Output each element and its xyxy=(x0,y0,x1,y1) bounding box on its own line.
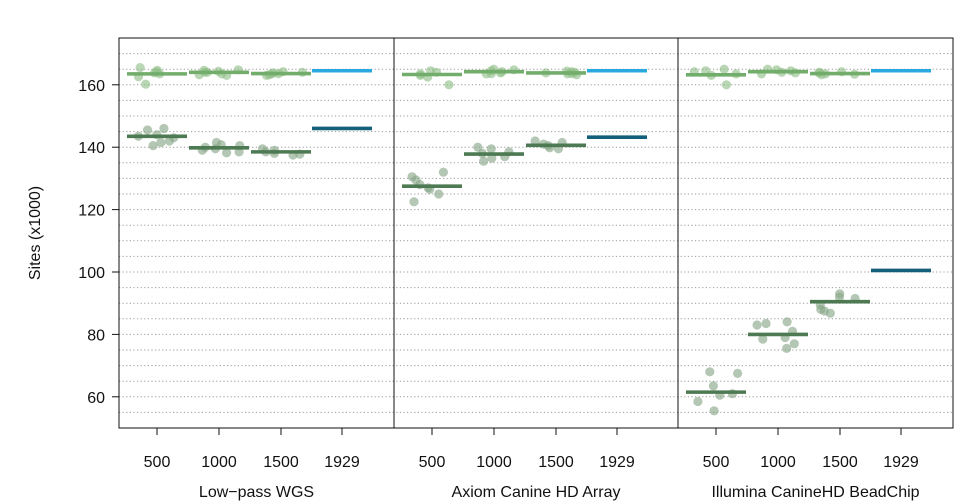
panel-frame xyxy=(118,37,395,429)
lower-point xyxy=(782,317,792,327)
lower-point xyxy=(825,308,835,318)
panel-label: Illumina CanineHD BeadChip xyxy=(711,484,919,501)
lower-point xyxy=(148,141,158,151)
x-tick-label: 1929 xyxy=(599,454,635,471)
lower-point xyxy=(164,136,174,146)
panel-label: Axiom Canine HD Array xyxy=(452,484,621,501)
lower-point xyxy=(473,142,483,152)
lower-point xyxy=(156,137,166,148)
y-tick-label: 80 xyxy=(87,327,105,344)
upper-point xyxy=(141,79,151,89)
x-tick-label: 500 xyxy=(144,454,171,471)
x-tick-label: 1000 xyxy=(476,454,512,471)
lower-point xyxy=(159,123,169,134)
upper-point xyxy=(444,80,454,90)
y-tick-label: 120 xyxy=(78,203,105,220)
panel-3: 500 1000 1500 1929 Illumina CanineHD BeadChi… xyxy=(677,37,954,501)
y-tick-label: 160 xyxy=(78,78,105,95)
lower-point xyxy=(708,381,719,391)
x-tick-label: 1500 xyxy=(263,454,299,471)
lower-point xyxy=(752,320,762,330)
x-tick-label: 1500 xyxy=(538,454,574,471)
y-tick-label: 140 xyxy=(78,140,105,157)
lower-point xyxy=(407,172,417,182)
x-tick-label: 1929 xyxy=(324,454,360,471)
lower-point xyxy=(222,148,232,158)
panel-label: Low−pass WGS xyxy=(199,484,314,501)
upper-point xyxy=(719,64,729,74)
lower-point xyxy=(761,318,771,329)
lower-point xyxy=(705,367,715,377)
lower-point xyxy=(693,396,703,407)
lower-point xyxy=(530,136,540,146)
panel-frame xyxy=(677,37,954,429)
lower-point xyxy=(438,167,448,177)
y-tick-label: 100 xyxy=(78,265,105,282)
lower-point xyxy=(733,368,743,378)
panel-2: 500 1000 1500 1929 Axiom Canine HD Array xyxy=(393,37,679,501)
x-tick-label: 1000 xyxy=(760,454,796,471)
lower-point xyxy=(486,144,496,154)
lower-point xyxy=(434,189,444,199)
lower-point xyxy=(758,334,768,344)
y-axis: 60 80 100 120 140 160 xyxy=(78,78,119,407)
lower-point xyxy=(142,125,153,135)
x-tick-label: 1929 xyxy=(883,454,919,471)
panel-frame xyxy=(393,37,679,429)
lower-point xyxy=(479,156,489,166)
lower-point xyxy=(409,197,419,207)
lower-point xyxy=(709,406,719,416)
lower-point xyxy=(782,343,792,353)
lower-point xyxy=(834,292,845,302)
y-axis-title: Sites (x1000) xyxy=(27,186,44,280)
y-tick-label: 60 xyxy=(87,390,105,407)
x-tick-label: 500 xyxy=(419,454,446,471)
lower-point xyxy=(789,339,799,349)
x-tick-label: 1000 xyxy=(201,454,237,471)
upper-point xyxy=(135,63,145,73)
upper-point xyxy=(721,80,732,90)
x-tick-label: 1500 xyxy=(822,454,858,471)
lower-point xyxy=(816,304,826,314)
panel-1: 500 1000 1500 1929 Low−pass WGS xyxy=(118,37,395,501)
x-tick-label: 500 xyxy=(703,454,730,471)
panels-layer: 500 1000 1500 1929 Low−pass WGS 500 1000 1500 19… xyxy=(118,37,954,501)
